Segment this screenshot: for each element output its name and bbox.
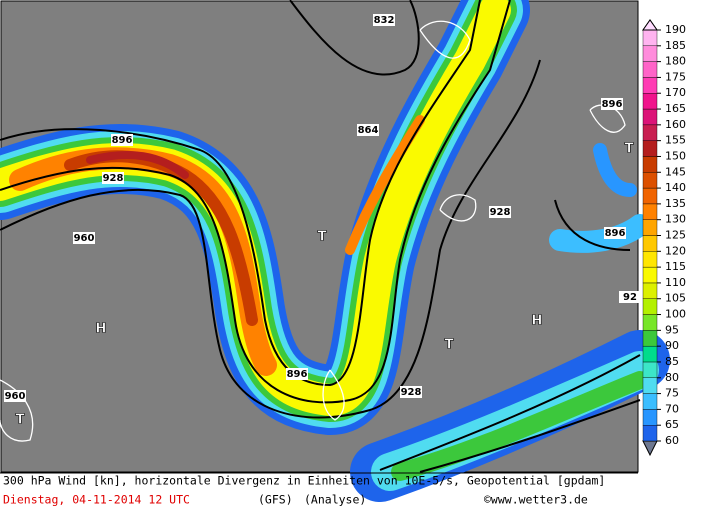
colorbar-swatch (642, 187, 658, 205)
contour-label: 928 (103, 173, 124, 184)
colorbar-label: 120 (665, 244, 686, 257)
colorbar-label: 75 (665, 387, 679, 400)
colorbar-swatch (642, 45, 658, 62)
colorbar-swatch (642, 393, 658, 410)
colorbar-label: 135 (665, 197, 686, 210)
colorbar-label: 80 (665, 371, 679, 384)
colorbar-label: 100 (665, 308, 686, 321)
colorbar-swatch (642, 266, 658, 284)
pressure-center: H (96, 322, 107, 337)
colorbar-swatch (642, 330, 658, 347)
colorbar-swatch (642, 424, 658, 442)
colorbar-swatch (642, 124, 658, 141)
contour-label: 832 (374, 15, 395, 26)
contour-label: 960 (5, 391, 26, 402)
colorbar-label: 145 (665, 165, 686, 178)
contour-label-box (373, 14, 395, 26)
pressure-center: T (16, 413, 25, 428)
colorbar-label: 165 (665, 102, 686, 115)
colorbar-swatch (642, 203, 658, 220)
pressure-center: H (532, 314, 543, 329)
contour-label: 896 (112, 135, 133, 146)
contour-label-box (604, 227, 626, 239)
contour-label-box (4, 390, 26, 402)
colorbar-swatch (642, 314, 658, 331)
caption: 300 hPa Wind [kn], horizontale Divergenz… (3, 474, 605, 488)
contour-label-box (619, 291, 641, 303)
contour-label-box (489, 206, 511, 218)
colorbar-swatch (642, 61, 658, 78)
pressure-center: T (625, 142, 634, 157)
colorbar-swatch (642, 282, 658, 299)
contour-label: 896 (602, 99, 623, 110)
colorbar-swatch (642, 219, 658, 236)
contour-label-box (286, 368, 308, 380)
credit: ©www.wetter3.de (484, 493, 588, 507)
colorbar-label: 95 (665, 323, 679, 336)
contour-label-box (102, 172, 124, 184)
colorbar-label: 105 (665, 292, 686, 305)
colorbar-swatch (642, 298, 658, 315)
colorbar-swatch (642, 377, 658, 394)
colorbar-swatch (642, 361, 658, 378)
colorbar-label: 125 (665, 229, 686, 242)
colorbar-label: 180 (665, 55, 686, 68)
colorbar-label: 60 (665, 434, 679, 447)
colorbar-label: 110 (665, 276, 686, 289)
contour-label: 92 (623, 292, 637, 303)
colorbar-label: 185 (665, 39, 686, 52)
map-labels: 896 928 960 832 864 896 928 928 896 896 92 960 H H T T T… (4, 14, 641, 428)
colorbar-label: 175 (665, 70, 686, 83)
date: Dienstag, 04-11-2014 12 UTC (3, 493, 190, 507)
colorbar-swatch (642, 93, 658, 110)
contour-label: 960 (74, 233, 95, 244)
colorbar-swatch (642, 19, 658, 31)
pressure-center: T (445, 338, 454, 353)
colorbar-label: 150 (665, 149, 686, 162)
colorbar-label: 140 (665, 181, 686, 194)
colorbar-label: 115 (665, 260, 686, 273)
contour-label: 864 (358, 125, 379, 136)
colorbar-swatch (642, 156, 658, 173)
colorbar-label: 155 (665, 134, 686, 147)
colorbar-label: 90 (665, 339, 679, 352)
colorbar-swatch (642, 172, 658, 189)
contour-label-box (73, 232, 95, 244)
colorbar-swatch (642, 235, 658, 252)
contour-label: 928 (490, 207, 511, 218)
contour-label: 896 (287, 369, 308, 380)
model: (GFS) (258, 493, 293, 507)
colorbar-label: 190 (665, 23, 686, 36)
colorbar-swatch (642, 409, 658, 426)
contour-label: 896 (605, 228, 626, 239)
colorbar-label: 85 (665, 355, 679, 368)
colorbar-swatch (642, 108, 658, 126)
colorbar-swatch (642, 140, 658, 157)
contour-label-box (357, 124, 379, 136)
colorbar-label: 160 (665, 118, 686, 131)
colorbar-label: 170 (665, 86, 686, 99)
colorbar-label: 70 (665, 402, 679, 415)
contour-label-box (400, 386, 422, 398)
analysis: (Analyse) (304, 493, 366, 507)
colorbar-swatch (642, 77, 658, 94)
colorbar-swatch (642, 29, 658, 47)
colorbar-swatch (642, 345, 658, 363)
contour-label-box (601, 98, 623, 110)
colorbar-label: 130 (665, 213, 686, 226)
pressure-center: T (318, 230, 327, 245)
contour-label-box (111, 134, 133, 146)
colorbar-swatch (642, 251, 658, 268)
colorbar-label: 65 (665, 418, 679, 431)
contour-label: 928 (401, 387, 422, 398)
jet-stream (0, 0, 670, 502)
colorbar: 60 65 70 75 80 85 90 95 100 105 110 115 120 125 130 135… (642, 19, 686, 457)
